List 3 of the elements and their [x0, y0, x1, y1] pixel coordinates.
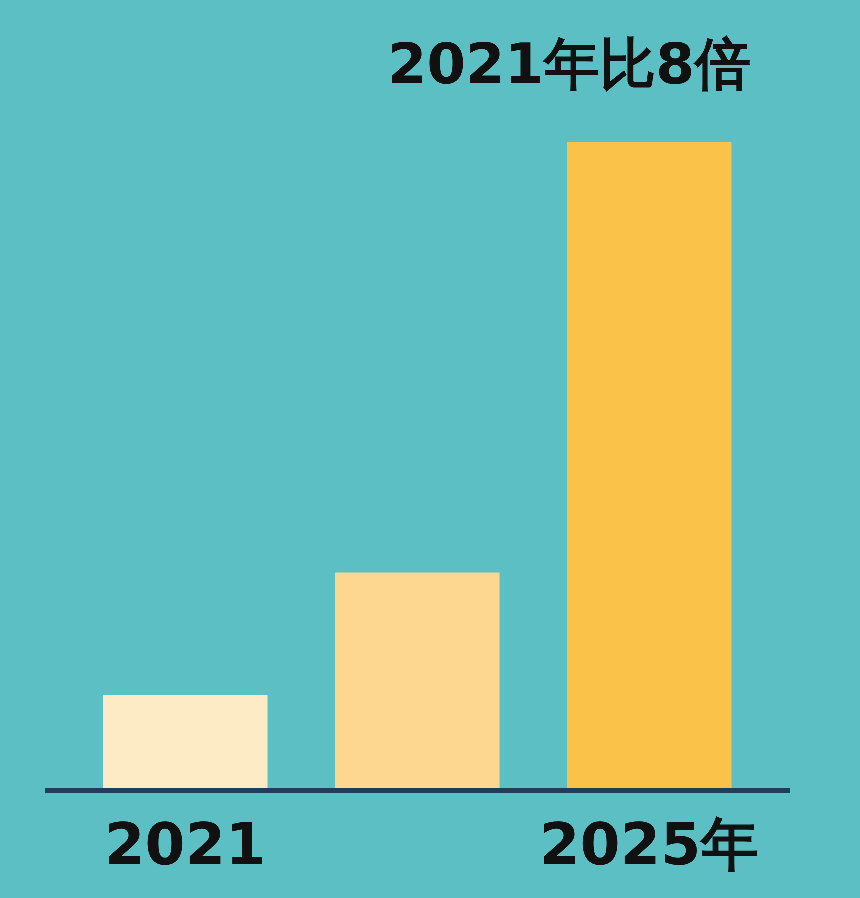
x-tick-label: 2025年 [540, 810, 760, 878]
x-tick-label: 2021 [104, 810, 266, 878]
annotation: 2021年比8倍 [388, 32, 751, 98]
